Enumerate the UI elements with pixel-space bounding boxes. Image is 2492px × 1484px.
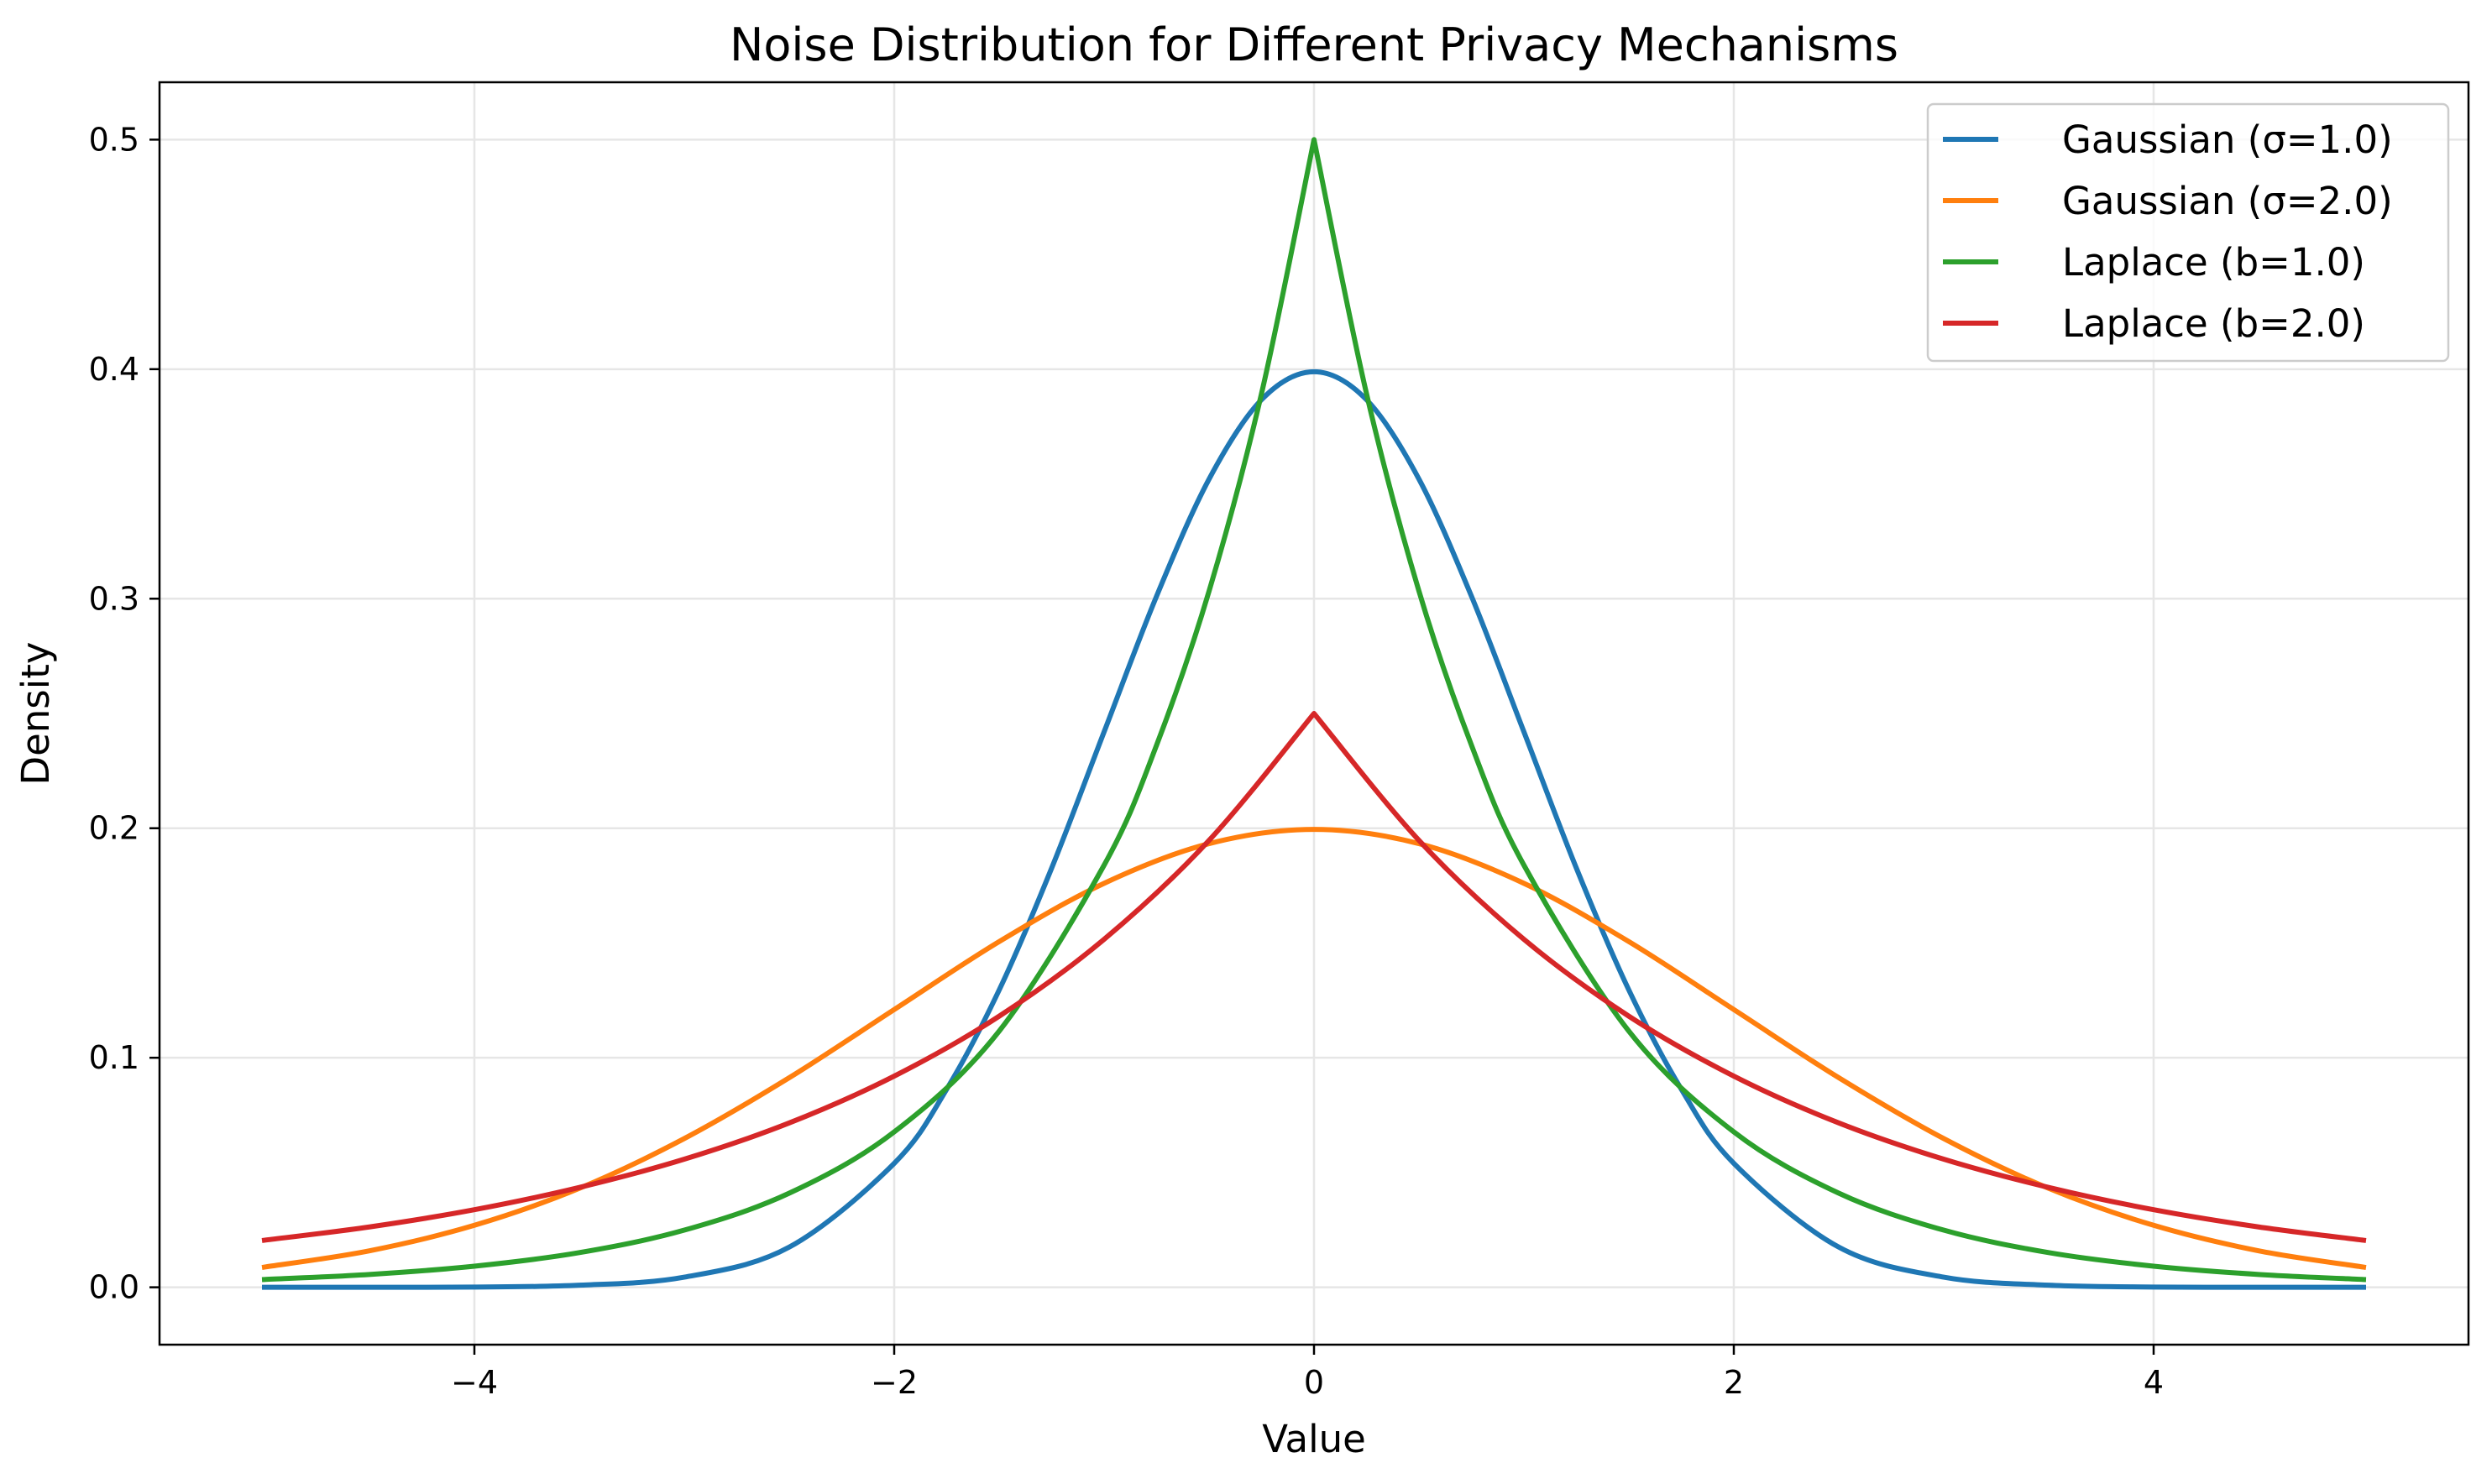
- y-tick-label: 0.4: [89, 351, 139, 388]
- y-axis-ticks: 0.0 0.1 0.2 0.3 0.4 0.5: [89, 121, 160, 1306]
- legend-entry: Gaussian (σ=1.0): [1943, 118, 2393, 162]
- y-tick-label: 0.5: [89, 121, 139, 158]
- y-tick-label: 0.3: [89, 580, 139, 617]
- x-axis-label: Value: [1262, 1417, 1366, 1461]
- legend: Gaussian (σ=1.0) Gaussian (σ=2.0) Laplace …: [1926, 102, 2450, 363]
- series-line-1: [261, 368, 2367, 1290]
- legend-items: Gaussian (σ=1.0) Gaussian (σ=2.0) Laplace …: [1943, 118, 2393, 346]
- legend-label: Laplace (b=2.0): [2062, 301, 2365, 346]
- x-tick-label: 4: [2144, 1364, 2164, 1401]
- x-tick-label: −2: [871, 1364, 918, 1401]
- legend-label: Laplace (b=1.0): [2062, 240, 2365, 285]
- y-tick-label: 0.2: [89, 810, 139, 847]
- y-tick-label: 0.1: [89, 1039, 139, 1076]
- legend-label: Gaussian (σ=2.0): [2062, 179, 2393, 223]
- y-axis-label: Density: [13, 641, 58, 785]
- legend-label: Gaussian (σ=1.0): [2062, 118, 2393, 162]
- legend-entry: Laplace (b=2.0): [1943, 301, 2365, 346]
- x-tick-label: −4: [451, 1364, 498, 1401]
- series-line-4: [261, 711, 2367, 1243]
- y-tick-label: 0.0: [89, 1269, 139, 1306]
- x-tick-label: 2: [1724, 1364, 1744, 1401]
- legend-entry: Gaussian (σ=2.0): [1943, 179, 2393, 223]
- series-line-3: [261, 137, 2367, 1283]
- series-line-2: [261, 827, 2367, 1270]
- x-tick-label: 0: [1304, 1364, 1324, 1401]
- x-axis-ticks: −4 −2 0 2 4: [451, 1345, 2164, 1401]
- legend-entry: Laplace (b=1.0): [1943, 240, 2365, 285]
- chart-title: Noise Distribution for Different Privacy…: [730, 18, 1898, 71]
- legend-box: [1926, 102, 2450, 363]
- series-layer: [261, 137, 2367, 1290]
